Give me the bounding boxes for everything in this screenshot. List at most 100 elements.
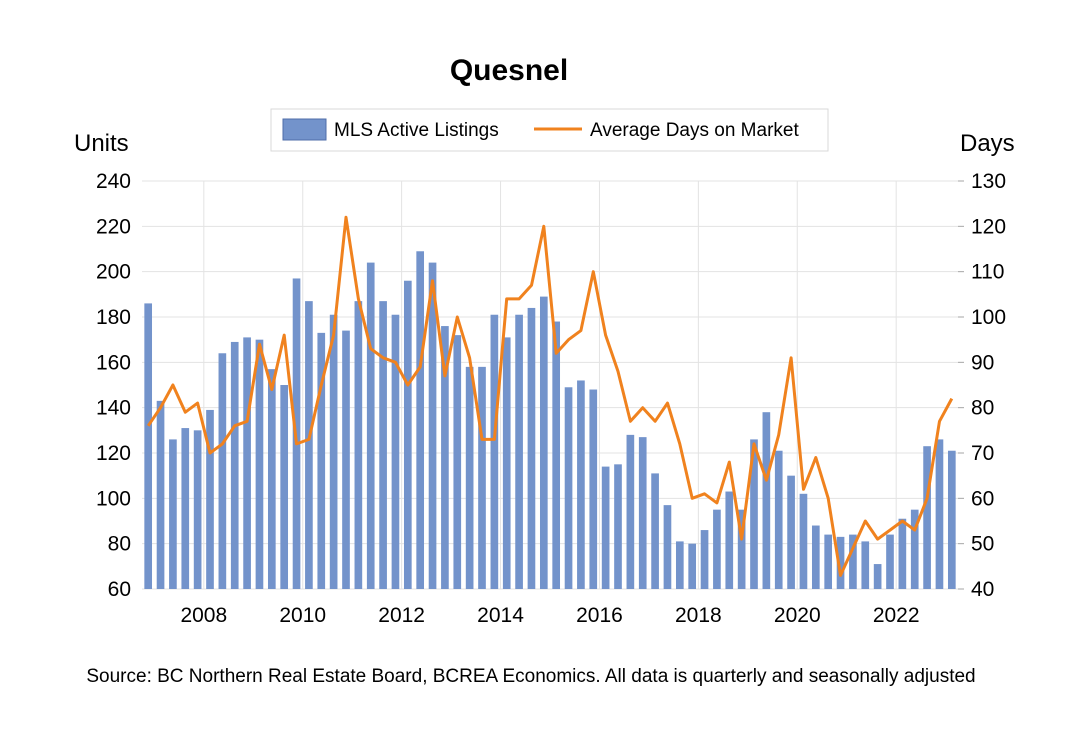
bar-listings <box>428 262 437 589</box>
bar-listings <box>552 321 561 589</box>
right-tick-label: 70 <box>971 442 994 465</box>
bar-listings <box>564 387 573 589</box>
bar-listings <box>354 301 363 589</box>
right-tick-label: 80 <box>971 397 994 420</box>
bars-listings <box>144 251 956 589</box>
left-tick-label: 220 <box>96 215 131 238</box>
bar-listings <box>787 475 795 589</box>
bar-listings <box>737 509 746 589</box>
right-axis-ticks: 40 50 60 70 80 90 100 110 120 130 <box>958 170 1006 601</box>
x-axis-ticks: 2008 2010 2012 2014 2016 2018 2020 2022 <box>180 604 919 627</box>
line-days-path <box>146 215 954 577</box>
left-tick-label: 60 <box>108 578 131 601</box>
bar-listings <box>502 337 511 589</box>
bar-listings <box>342 330 350 589</box>
bar-listings <box>750 439 758 589</box>
right-tick-label: 100 <box>971 306 1006 329</box>
bar-listings <box>700 530 709 589</box>
bar-listings <box>243 337 251 589</box>
bar-listings <box>403 280 412 589</box>
right-tick-label: 50 <box>971 533 994 556</box>
bar-listings <box>947 450 956 589</box>
bar-listings <box>663 505 672 589</box>
bar-listings <box>774 450 783 589</box>
left-axis-title: Units <box>74 130 129 157</box>
x-tick-label: 2022 <box>873 604 920 627</box>
left-tick-label: 80 <box>108 533 131 556</box>
bar-listings <box>539 296 548 589</box>
bar-listings <box>861 541 870 589</box>
x-tick-label: 2014 <box>477 604 524 627</box>
bar-listings <box>577 380 585 589</box>
bar-listings <box>910 509 919 589</box>
bar-listings <box>416 251 425 589</box>
bar-listings <box>527 307 536 589</box>
left-tick-label: 160 <box>96 351 131 374</box>
bar-listings <box>391 314 400 589</box>
bar-listings <box>675 541 684 589</box>
right-tick-label: 60 <box>971 487 994 510</box>
x-tick-label: 2020 <box>774 604 821 627</box>
left-tick-label: 200 <box>96 261 131 284</box>
bar-listings <box>626 434 635 589</box>
left-tick-label: 100 <box>96 487 131 510</box>
chart-title: Quesnel <box>450 54 568 87</box>
bar-listings <box>453 335 462 589</box>
right-tick-label: 130 <box>971 170 1006 193</box>
bar-listings <box>898 518 907 589</box>
bar-listings <box>465 366 474 589</box>
right-tick-label: 120 <box>971 215 1006 238</box>
bar-listings <box>836 536 845 589</box>
bar-listings <box>181 428 190 589</box>
bar-listings <box>366 262 375 589</box>
bar-listings <box>156 400 165 589</box>
bar-listings <box>193 430 202 589</box>
legend-label-listings: MLS Active Listings <box>334 120 499 141</box>
x-tick-label: 2012 <box>378 604 425 627</box>
legend: MLS Active Listings Average Days on Mark… <box>270 108 829 152</box>
bar-listings <box>317 332 326 589</box>
bar-listings <box>441 326 449 589</box>
left-tick-label: 120 <box>96 442 131 465</box>
legend-bar-swatch <box>282 118 327 141</box>
bar-listings <box>886 534 894 589</box>
left-tick-label: 240 <box>96 170 131 193</box>
x-tick-label: 2010 <box>279 604 326 627</box>
bar-listings <box>873 564 882 589</box>
bar-listings <box>589 389 598 589</box>
bar-listings <box>478 366 486 589</box>
bar-listings <box>688 543 697 589</box>
bar-listings <box>725 491 734 589</box>
bar-listings <box>651 473 659 589</box>
bar-listings <box>849 534 857 589</box>
line-days <box>146 215 954 577</box>
bar-listings <box>280 385 289 589</box>
bar-listings <box>515 314 523 589</box>
bar-listings <box>923 446 931 589</box>
right-tick-label: 40 <box>971 578 994 601</box>
bar-listings <box>230 341 239 589</box>
bar-listings <box>255 339 264 589</box>
bar-listings <box>601 466 610 589</box>
bar-listings <box>713 509 721 589</box>
bar-listings <box>638 437 647 589</box>
bar-listings <box>799 493 808 589</box>
gridlines <box>142 180 958 590</box>
bar-listings <box>169 439 177 589</box>
bar-listings <box>305 301 313 589</box>
bar-listings <box>762 412 771 589</box>
bar-listings <box>206 409 214 589</box>
bar-listings <box>267 369 276 589</box>
bar-listings <box>329 314 338 589</box>
x-tick-label: 2018 <box>675 604 722 627</box>
right-tick-label: 90 <box>971 351 994 374</box>
bar-listings <box>490 314 499 589</box>
bar-listings <box>614 464 622 589</box>
x-tick-label: 2008 <box>180 604 227 627</box>
left-tick-label: 140 <box>96 397 131 420</box>
legend-label-days: Average Days on Market <box>590 120 799 141</box>
bar-listings <box>218 353 227 589</box>
bar-listings <box>935 439 944 589</box>
bar-listings <box>379 301 387 589</box>
